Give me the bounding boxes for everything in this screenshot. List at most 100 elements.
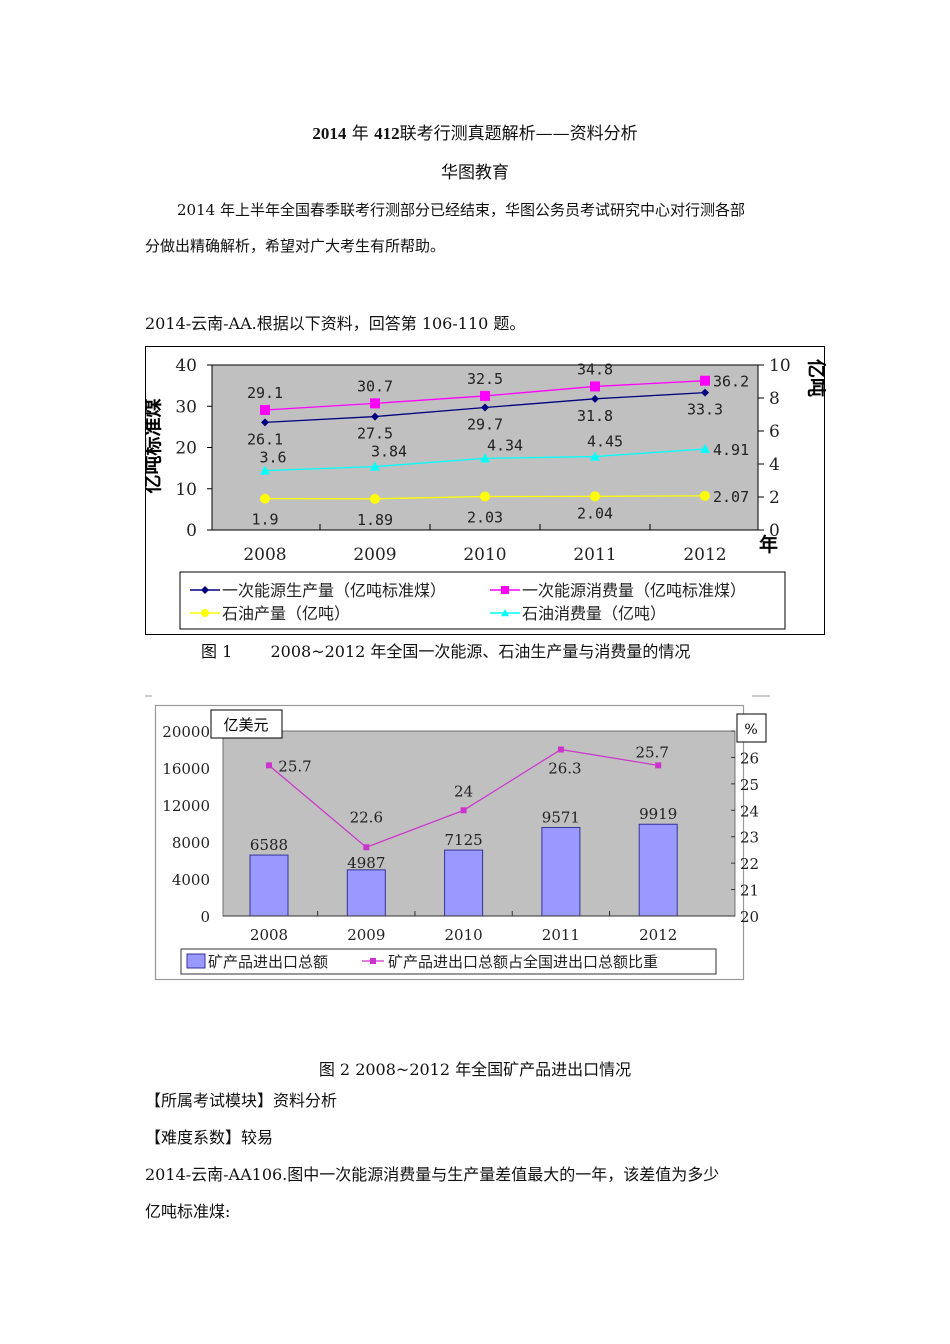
svg-text:石油产量（亿吨）: 石油产量（亿吨） [222,604,350,623]
svg-text:23: 23 [740,829,759,847]
svg-text:25.7: 25.7 [278,757,311,775]
bar [541,826,581,917]
question-106-line1: 2014-云南-AA106.图中一次能源消费量与生产量差值最大的一年，该差值为多… [145,1165,720,1184]
svg-text:16000: 16000 [162,760,210,778]
title-year: 2014 [312,124,347,143]
svg-text:30: 30 [175,397,197,417]
series-lines: 26.1 27.5 29.7 31.8 33.3 29.1 30.7 32.5 34.8 36.2… [247,360,749,528]
right-axis: 0 2 4 6 8 10 [758,356,791,541]
svg-text:一次能源消费量（亿吨标准煤）: 一次能源消费量（亿吨标准煤） [522,581,746,600]
legend-item: 石油产量（亿吨） [190,604,350,623]
circle-marker-icon [700,490,710,501]
svg-text:26.1: 26.1 [247,430,283,448]
svg-text:3.6: 3.6 [259,449,286,467]
legend-box [180,948,717,975]
svg-text:6: 6 [769,422,780,442]
svg-text:4.91: 4.91 [713,441,749,459]
triangle-marker-icon [370,461,380,471]
svg-text:2010: 2010 [463,545,506,565]
svg-text:2008: 2008 [250,926,288,944]
svg-text:1.9: 1.9 [251,511,278,529]
triangle-marker-icon [501,609,509,617]
left-axis: 0 10 20 30 40 [175,356,212,541]
right-axis-title: 亿吨 [805,359,826,397]
figure1-caption-text: 2008~2012 年全国一次能源、石油生产量与消费量的情况 [270,642,691,661]
diamond-marker-icon [371,412,379,421]
svg-text:24: 24 [740,802,759,820]
figure2-bar-line-chart: 0 4000 8000 12000 16000 20000 20 21 22 23 24 25 26 2… [145,695,770,981]
svg-text:0: 0 [769,521,780,541]
svg-text:2011: 2011 [573,545,616,565]
svg-text:4.45: 4.45 [587,433,623,451]
left-axis: 0 4000 8000 12000 16000 20000 [162,723,210,926]
svg-text:2.04: 2.04 [577,504,613,522]
x-axis-title: 年 [759,533,778,556]
legend-box [179,571,786,630]
square-marker-icon [700,375,710,386]
svg-text:22.6: 22.6 [350,808,383,826]
left-unit-box [210,709,283,739]
svg-text:4: 4 [769,455,780,475]
triangle-marker-icon [700,443,710,453]
square-marker-icon [363,844,370,851]
svg-text:2010: 2010 [445,926,483,944]
square-marker-icon [260,404,270,415]
svg-text:26.3: 26.3 [548,760,581,778]
svg-text:2008: 2008 [243,545,286,565]
left-axis-title: 亿吨标准煤 [145,398,164,493]
circle-marker-icon [260,493,270,504]
diamond-marker-icon [591,394,599,403]
legend-item: 矿产品进出口总额 [186,953,328,971]
svg-text:7125: 7125 [445,831,483,849]
svg-text:2009: 2009 [347,926,385,944]
svg-text:26: 26 [740,749,759,767]
svg-text:10: 10 [175,480,197,500]
svg-text:4.34: 4.34 [487,436,523,454]
square-marker-icon [370,398,380,409]
svg-text:34.8: 34.8 [577,360,613,378]
square-marker-icon [460,807,467,814]
ratio-line: 25.7 22.6 24 26.3 25.7 [266,743,669,851]
svg-text:2012: 2012 [639,926,677,944]
svg-text:20: 20 [740,908,759,926]
circle-marker-icon [480,491,490,502]
square-marker-icon [501,586,509,594]
title-rest: 联考行测真题解析——资料分析 [399,124,638,144]
difficulty-line: 【难度系数】较易 [145,1128,274,1147]
svg-text:4000: 4000 [172,871,210,889]
legend-item: 一次能源消费量（亿吨标准煤） [490,581,746,600]
bar [249,854,289,917]
diamond-marker-icon [261,418,269,427]
circle-marker-icon [201,609,209,617]
bars: 6588 4987 7125 9571 9919 [223,805,735,917]
svg-text:21: 21 [740,882,759,900]
title-number: 412 [374,124,400,143]
svg-text:29.7: 29.7 [467,415,503,433]
legend-item: 一次能源生产量（亿吨标准煤） [190,581,446,600]
svg-text:0: 0 [186,521,197,541]
legend: 矿产品进出口总额 矿产品进出口总额占全国进出口总额比重 [186,953,658,971]
svg-text:12000: 12000 [162,797,210,815]
question-106-line2: 亿吨标准煤: [145,1202,231,1221]
svg-text:2011: 2011 [542,926,580,944]
intro-paragraph-line2: 分做出精确解析，希望对广大考生有所帮助。 [145,237,446,255]
legend: 一次能源生产量（亿吨标准煤） 一次能源消费量（亿吨标准煤） 石油产量（亿吨） 石油消费… [190,581,746,623]
legend-item: 石油消费量（亿吨） [490,604,666,623]
square-marker-icon [266,762,272,769]
right-unit-label: % [744,722,757,738]
figure1-line-chart: 0 10 20 30 40 0 2 4 6 8 10 2008 2009 2010 2011 2012 2… [145,346,826,635]
square-marker-icon [480,390,490,401]
circle-marker-icon [370,493,380,504]
triangle-marker-icon [260,465,270,475]
bar [346,869,386,917]
svg-text:31.8: 31.8 [577,407,613,425]
document-subtitle: 华图教育 [441,163,509,183]
module-line: 【所属考试模块】资料分析 [145,1091,338,1110]
diamond-marker-icon [201,586,209,594]
svg-text:10: 10 [769,356,791,376]
svg-text:9919: 9919 [639,805,677,823]
square-marker-icon [655,762,662,769]
svg-text:36.2: 36.2 [713,373,749,391]
svg-text:33.3: 33.3 [687,401,723,419]
svg-text:2: 2 [769,488,780,508]
